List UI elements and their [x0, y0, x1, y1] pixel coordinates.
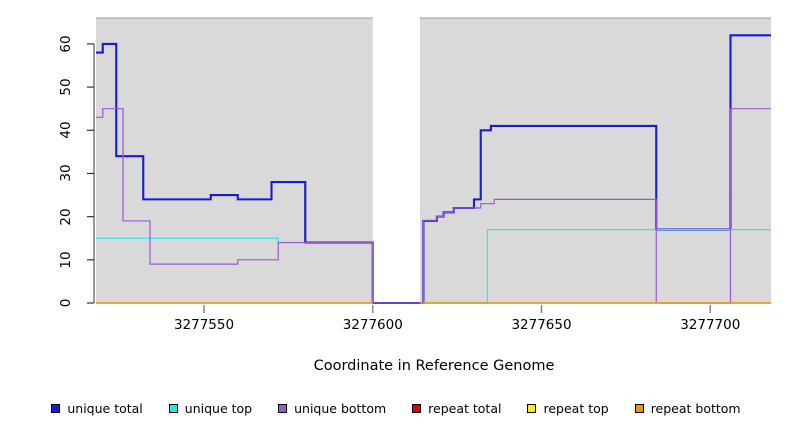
x-axis-label: Coordinate in Reference Genome	[313, 358, 555, 374]
legend-item-unique-bottom[interactable]: unique bottom	[278, 401, 386, 416]
y-tick-label-5: 50	[58, 78, 74, 96]
legend-swatch-icon-1	[168, 403, 178, 413]
y-tick-label-0: 0	[58, 298, 74, 308]
legend-label-4: repeat top	[543, 400, 609, 416]
legend-label-1: unique top	[184, 400, 253, 416]
legend-item-unique-total[interactable]: unique total	[51, 400, 143, 416]
x-tick-label-2: 3277650	[511, 317, 572, 333]
legend-label-3: repeat total	[428, 400, 502, 416]
y-tick-label-1: 10	[58, 251, 74, 269]
legend-swatch-icon-3	[412, 403, 422, 413]
x-tick-label-1: 3277600	[342, 317, 403, 333]
y-tick-label-6: 60	[58, 35, 74, 53]
series-line-left-0	[96, 42, 374, 303]
legend-label-5: repeat bottom	[650, 400, 741, 416]
x-tick-label-0: 3277550	[173, 317, 235, 333]
plot-panel-right	[420, 18, 771, 303]
x-tick-label-3: 3277700	[680, 317, 741, 333]
plot-panel-left	[96, 18, 373, 303]
series-line-left-2	[96, 108, 374, 303]
y-tick-label-2: 20	[58, 208, 74, 226]
legend-swatch-icon-4	[527, 403, 537, 413]
legend-label-0: unique total	[67, 400, 143, 416]
legend-swatch-icon-2	[278, 403, 288, 413]
y-tick-label-3: 30	[58, 164, 74, 183]
legend-item-repeat-top[interactable]: repeat top	[527, 400, 609, 416]
legend-item-unique-top[interactable]: unique top	[168, 400, 253, 416]
legend-item-repeat-total[interactable]: repeat total	[412, 401, 501, 416]
legend-item-repeat-bottom[interactable]: repeat bottom	[634, 400, 741, 416]
y-tick-label-4: 40	[58, 121, 74, 139]
chart-legend: unique total unique top unique bottom repea…	[0, 398, 792, 418]
legend-swatch-icon-5	[634, 403, 644, 413]
legend-swatch-icon-0	[51, 403, 61, 413]
legend-label-2: unique bottom	[294, 400, 387, 416]
